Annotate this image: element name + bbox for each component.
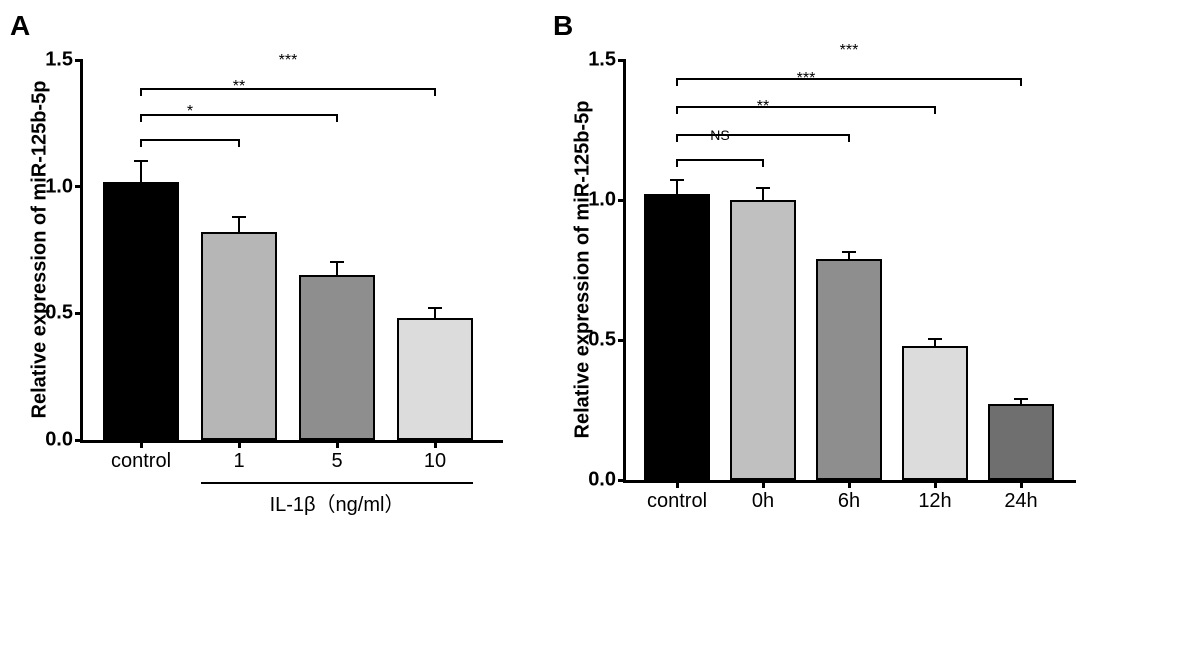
sig-bracket [677,106,935,108]
error-cap [330,261,344,263]
bar [816,259,882,480]
panel-a-label: A [10,10,30,42]
ytick-label: 1.0 [45,175,83,198]
sig-drop [1020,78,1022,86]
sig-drop [140,114,142,122]
bars [103,182,473,440]
error-cap [756,187,770,189]
bar [397,318,473,440]
bar-wrap [397,318,473,440]
bar-wrap [299,275,375,440]
xtick-label: 1 [233,440,244,473]
sig-bracket [677,159,763,161]
bar-wrap [644,194,710,480]
ytick-label: 1.5 [588,49,626,72]
xtick-label: 10 [424,440,446,473]
sig-label: ** [233,78,245,96]
sig-drop [676,78,678,86]
panel-b: B Relative expression of miR-125b-5p 0.0… [563,20,1076,483]
error-cap [928,338,942,340]
panel-a-plot: 0.00.51.01.5control1510******IL-1β（ng/ml… [80,60,503,443]
xtick-label: 12h [918,480,951,513]
xtick-label: control [647,480,707,513]
xtick-label: 24h [1004,480,1037,513]
bar-wrap [902,346,968,480]
sig-label: *** [840,42,859,60]
sig-drop [434,88,436,96]
error-bar [676,180,678,197]
sig-label: *** [279,52,298,70]
error-bar [434,308,436,321]
xtick-label: 6h [838,480,860,513]
bar-wrap [730,200,796,480]
sig-bracket [677,134,849,136]
bar-wrap [201,232,277,440]
bar [644,194,710,480]
sig-bracket [141,88,435,90]
group-bracket [201,482,473,484]
sig-drop [676,159,678,167]
error-bar [848,252,850,260]
sig-drop [934,106,936,114]
ytick-label: 0.5 [45,302,83,325]
ytick-label: 0.0 [45,429,83,452]
panel-a-chart: Relative expression of miR-125b-5p 0.00.… [80,60,503,443]
sig-drop [676,106,678,114]
panel-b-plot: 0.00.51.01.5control0h6h12h24hNS******** [623,60,1076,483]
sig-drop [848,134,850,142]
bar [730,200,796,480]
error-bar [1020,399,1022,406]
sig-bracket [141,114,337,116]
sig-bracket [677,78,1021,80]
sig-drop [336,114,338,122]
bar-wrap [103,182,179,440]
bar [299,275,375,440]
figure: A Relative expression of miR-125b-5p 0.0… [20,20,1180,483]
error-cap [134,160,148,162]
xtick-label: 0h [752,480,774,513]
panel-a: A Relative expression of miR-125b-5p 0.0… [20,20,503,443]
error-bar [140,161,142,184]
xtick-label: 5 [331,440,342,473]
error-bar [238,217,240,235]
error-bar [934,339,936,347]
error-cap [232,216,246,218]
sig-bracket [141,139,239,141]
bars [644,194,1054,480]
bar [902,346,968,480]
error-cap [1014,398,1028,400]
error-bar [762,188,764,202]
error-bar [336,262,338,277]
error-cap [670,179,684,181]
ytick-label: 1.5 [45,49,83,72]
sig-drop [140,88,142,96]
bar [201,232,277,440]
panel-b-ylabel: Relative expression of miR-125b-5p [572,60,595,480]
bar [103,182,179,440]
bar-wrap [988,404,1054,480]
error-cap [428,307,442,309]
sig-drop [676,134,678,142]
error-cap [842,251,856,253]
sig-label: * [187,103,193,121]
sig-drop [238,139,240,147]
group-label: IL-1β（ng/ml） [270,488,405,517]
ytick-label: 0.5 [588,329,626,352]
panel-b-label: B [553,10,573,42]
ytick-label: 0.0 [588,469,626,492]
sig-drop [762,159,764,167]
xtick-label: control [111,440,171,473]
panel-a-ylabel: Relative expression of miR-125b-5p [29,60,52,440]
bar [988,404,1054,480]
ytick-label: 1.0 [588,189,626,212]
sig-drop [140,139,142,147]
panel-b-chart: Relative expression of miR-125b-5p 0.00.… [623,60,1076,483]
bar-wrap [816,259,882,480]
